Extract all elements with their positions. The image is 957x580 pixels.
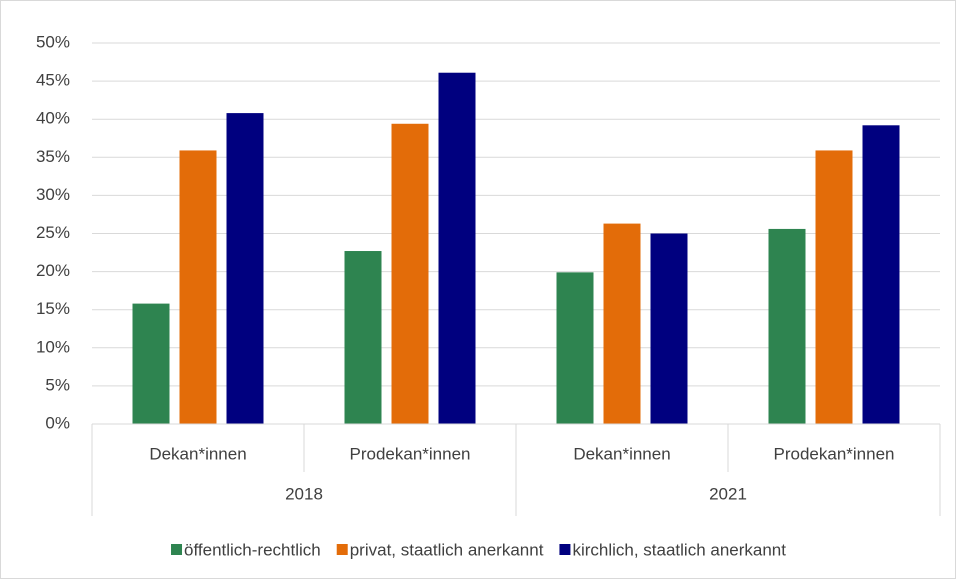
x-tick-label: Prodekan*innen bbox=[774, 444, 895, 463]
y-tick-label: 25% bbox=[36, 223, 70, 242]
y-tick-label: 20% bbox=[36, 261, 70, 280]
y-tick-label: 40% bbox=[36, 109, 70, 128]
bar bbox=[556, 272, 594, 424]
y-tick-label: 50% bbox=[36, 32, 70, 51]
bar bbox=[768, 228, 806, 424]
y-tick-label: 35% bbox=[36, 147, 70, 166]
bar bbox=[132, 303, 170, 424]
y-tick-label: 45% bbox=[36, 71, 70, 90]
bar bbox=[603, 223, 641, 424]
bar bbox=[226, 113, 264, 424]
bar bbox=[391, 123, 429, 424]
y-tick-label: 0% bbox=[45, 413, 70, 432]
x-tick-label: Dekan*innen bbox=[149, 444, 246, 463]
legend-swatch bbox=[559, 544, 571, 555]
legend-label: kirchlich, staatlich anerkannt bbox=[572, 540, 786, 559]
bar bbox=[862, 125, 900, 425]
x-tick-label: Prodekan*innen bbox=[350, 444, 471, 463]
group-label: 2021 bbox=[709, 484, 747, 503]
y-tick-label: 30% bbox=[36, 185, 70, 204]
bar bbox=[650, 233, 688, 424]
bar bbox=[438, 72, 476, 424]
legend-swatch bbox=[171, 544, 183, 555]
bar bbox=[179, 150, 217, 424]
y-tick-label: 15% bbox=[36, 299, 70, 318]
legend-swatch bbox=[336, 544, 348, 555]
group-label: 2018 bbox=[285, 484, 323, 503]
x-tick-label: Dekan*innen bbox=[573, 444, 670, 463]
bar bbox=[344, 251, 382, 424]
bar bbox=[815, 150, 853, 424]
legend-label: privat, staatlich anerkannt bbox=[350, 540, 544, 559]
y-tick-label: 5% bbox=[45, 375, 70, 394]
y-tick-label: 10% bbox=[36, 337, 70, 356]
legend-label: öffentlich-rechtlich bbox=[184, 540, 321, 559]
